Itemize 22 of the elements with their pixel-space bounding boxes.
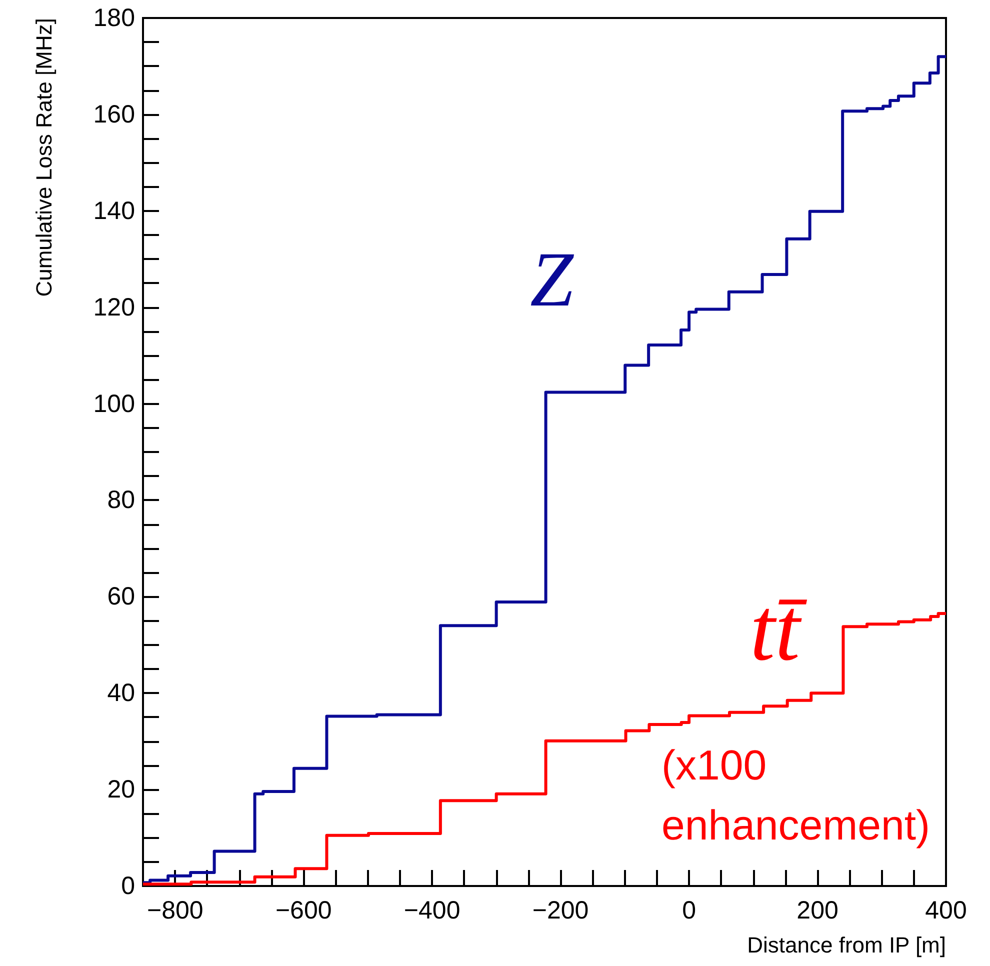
- x-tick-label: −600: [275, 896, 332, 924]
- y-tick-label: 100: [93, 390, 135, 418]
- y-tick-label: 40: [107, 679, 135, 708]
- x-axis-title: Distance from IP [m]: [747, 932, 946, 958]
- series-label: Z: [530, 236, 575, 322]
- x-tick-label: −400: [404, 896, 460, 924]
- x-tick-label: 400: [925, 896, 967, 924]
- y-tick-label: 140: [93, 196, 135, 225]
- y-tick-label: 60: [107, 582, 135, 611]
- y-axis-title: Cumulative Loss Rate [MHz]: [32, 18, 56, 297]
- y-tick-label: 120: [93, 293, 135, 322]
- y-tick-label: 180: [93, 4, 135, 32]
- y-tick-label: 80: [107, 486, 135, 514]
- y-tick-label: 20: [107, 776, 135, 804]
- x-tick-label: 0: [682, 896, 696, 924]
- x-tick-label: −800: [146, 896, 204, 924]
- y-tick-label: 160: [93, 100, 135, 128]
- x-tick-label: 200: [796, 896, 838, 924]
- x-tick-label: −200: [532, 896, 589, 924]
- annotation: (x100 enhancement): [661, 742, 930, 848]
- y-tick-label: 0: [121, 872, 135, 900]
- series-label: tt̄: [750, 580, 808, 680]
